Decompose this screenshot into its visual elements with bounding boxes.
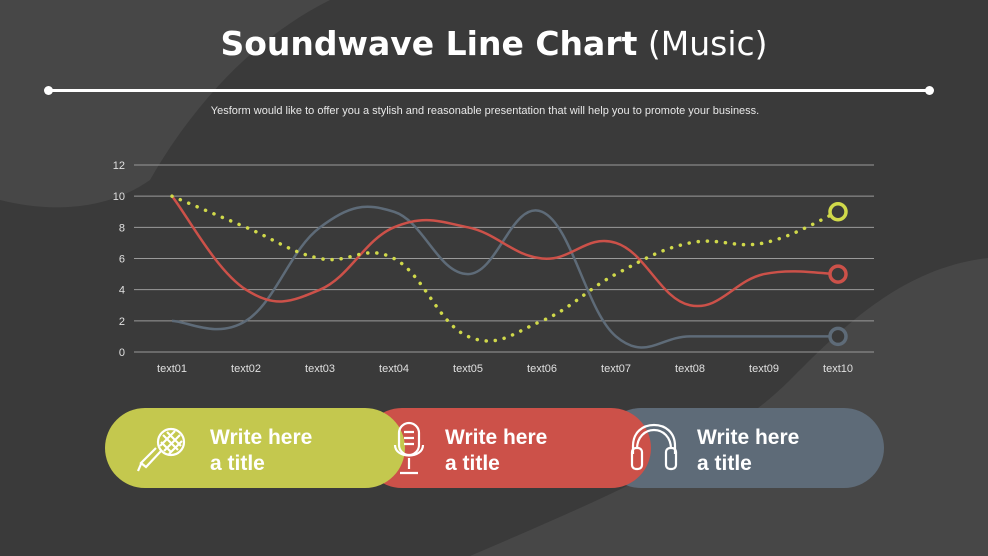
x-tick-label: text09: [749, 363, 779, 375]
series-end-marker-3: [828, 202, 848, 222]
studio-microphone-icon: [393, 421, 425, 475]
series-line-1: [171, 195, 839, 308]
x-tick-label: text03: [305, 363, 335, 375]
y-tick-label: 4: [119, 285, 125, 297]
microphone-stick-icon: [136, 427, 186, 472]
subtitle: Yesform would like to offer you a stylis…: [210, 105, 760, 117]
headphones-icon: [630, 423, 678, 471]
series-line-2: [171, 205, 838, 349]
y-tick-label: 6: [119, 254, 125, 266]
y-tick-label: 10: [113, 191, 125, 203]
series-end-marker-1: [828, 264, 848, 284]
series-line-3: [170, 194, 840, 343]
y-tick-label: 12: [113, 160, 125, 172]
x-tick-label: text07: [601, 363, 631, 375]
card-2-background: [362, 408, 651, 488]
x-tick-label: text04: [379, 363, 409, 375]
card-2-title: Write here a title: [445, 426, 548, 475]
x-tick-label: text05: [453, 363, 483, 375]
y-tick-label: 8: [119, 222, 125, 234]
page-title: Soundwave Line Chart (Music): [220, 24, 768, 63]
x-tick-label: text02: [231, 363, 261, 375]
card-3-title: Write here a title: [697, 426, 800, 475]
x-tick-label: text08: [675, 363, 705, 375]
x-tick-label: text01: [157, 363, 187, 375]
x-tick-label: text06: [527, 363, 557, 375]
series-end-marker-2: [828, 326, 848, 347]
divider-dot-right: [925, 86, 934, 95]
title-divider: [48, 89, 930, 92]
card-1-title: Write here a title: [210, 426, 313, 475]
divider-dot-left: [44, 86, 53, 95]
y-tick-label: 2: [119, 316, 125, 328]
line-chart: 0 2 4 6 8 10 12 text01 text02 text03 text04 text05 t…: [113, 160, 874, 375]
y-tick-label: 0: [119, 347, 125, 359]
background-blob-top: [0, 0, 330, 208]
x-tick-label: text10: [823, 363, 853, 375]
